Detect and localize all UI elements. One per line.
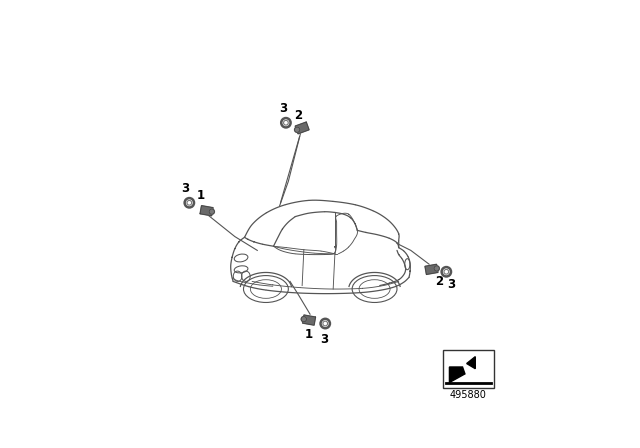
- Text: 3: 3: [447, 278, 456, 291]
- Text: 3: 3: [321, 333, 328, 346]
- Polygon shape: [449, 367, 465, 383]
- Ellipse shape: [301, 317, 307, 322]
- Text: 3: 3: [279, 103, 287, 116]
- Ellipse shape: [294, 127, 300, 132]
- Polygon shape: [467, 357, 476, 369]
- Ellipse shape: [209, 209, 214, 214]
- Text: 1: 1: [197, 189, 205, 202]
- Polygon shape: [295, 122, 309, 134]
- Text: 2: 2: [294, 109, 303, 122]
- Polygon shape: [303, 315, 316, 325]
- Text: 1: 1: [304, 328, 312, 341]
- Ellipse shape: [434, 266, 439, 271]
- Text: 3: 3: [180, 182, 189, 195]
- Polygon shape: [200, 206, 213, 216]
- Text: 495880: 495880: [450, 390, 486, 400]
- Bar: [442, 350, 493, 388]
- Polygon shape: [425, 264, 438, 275]
- Text: 2: 2: [435, 275, 444, 288]
